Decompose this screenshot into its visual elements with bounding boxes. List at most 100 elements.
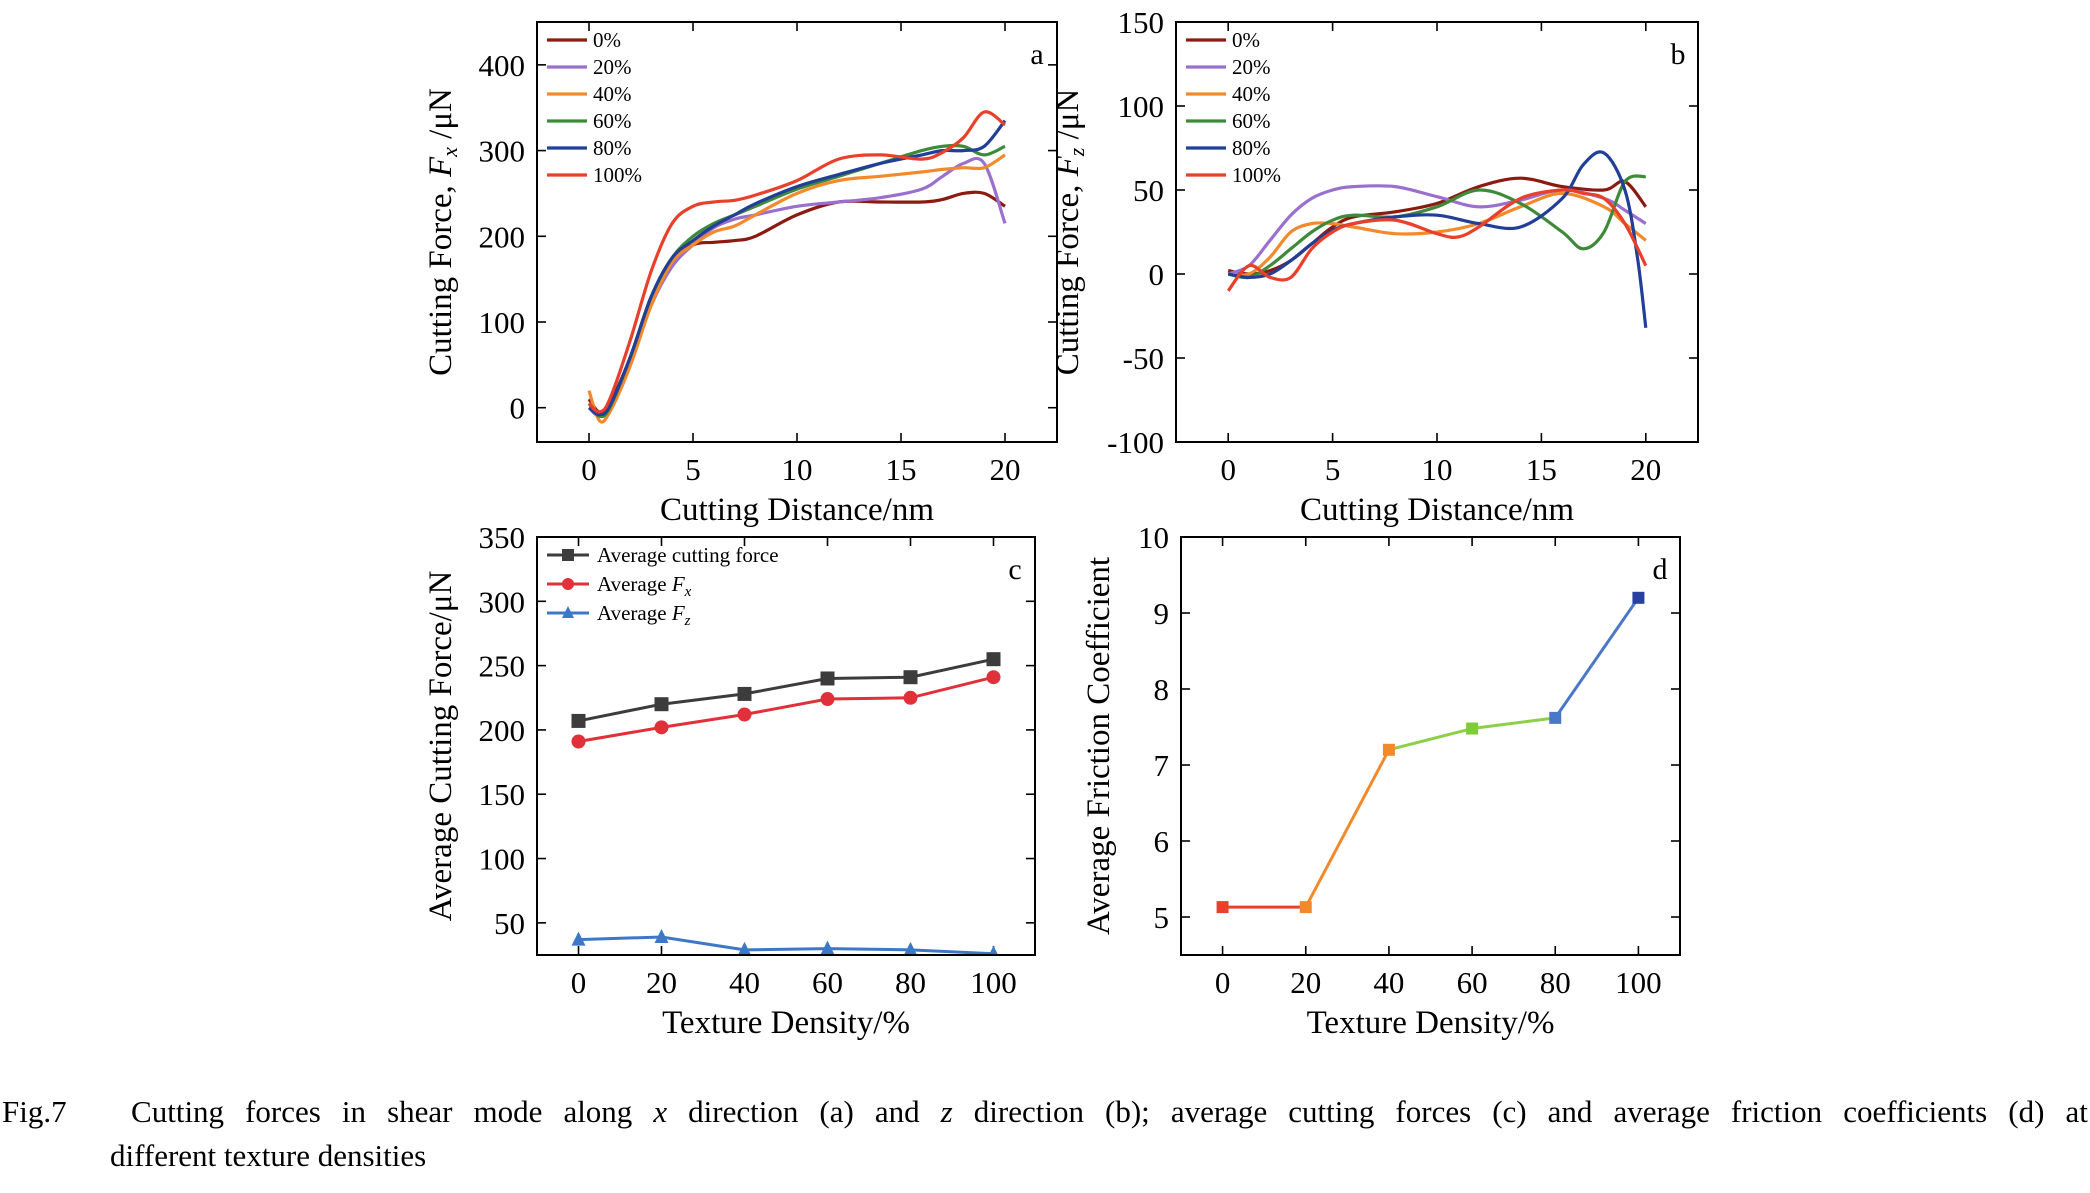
y-tick-label: 8 [1154, 672, 1170, 707]
data-point [1382, 743, 1395, 756]
series-line-0pct [1227, 176, 1648, 276]
legend-label: 20% [1232, 55, 1271, 79]
series-segment [1304, 749, 1391, 908]
caption-word: along [563, 1094, 633, 1129]
legend-label: 60% [593, 109, 632, 133]
data-point [820, 671, 835, 686]
y-tick-label: 300 [479, 584, 526, 619]
panel-label: b [1671, 38, 1686, 71]
series-line-0 [578, 657, 994, 723]
x-tick-label: 20 [646, 965, 677, 1000]
plot-area [571, 652, 1001, 955]
data-point [1466, 722, 1479, 735]
legend-label: 20% [593, 55, 632, 79]
x-tick-label: 40 [1373, 965, 1404, 1000]
y-tick-label: 400 [479, 48, 526, 83]
y-tick-label: 150 [1118, 5, 1165, 40]
y-tick-label: 10 [1138, 520, 1169, 555]
y-tick-label: 100 [1118, 89, 1165, 124]
data-point [654, 928, 669, 943]
panel-label: d [1653, 553, 1668, 586]
data-point [1632, 591, 1645, 604]
legend-label: 80% [593, 136, 632, 160]
panel-label: a [1030, 38, 1043, 71]
data-point [654, 697, 669, 712]
x-axis-label: Texture Density/% [662, 1005, 910, 1041]
y-tick-label: 6 [1154, 824, 1170, 859]
data-point [571, 713, 586, 728]
data-point [1299, 901, 1312, 914]
y-tick-label: 250 [479, 649, 526, 684]
series-line-40pct [1228, 191, 1647, 277]
y-tick-label: 200 [479, 219, 526, 254]
legend-label: 60% [1232, 109, 1271, 133]
series-line-20pct [587, 156, 1007, 418]
y-axis-label: Average Cutting Force/μN [423, 571, 459, 922]
caption-word: average [1613, 1094, 1710, 1129]
y-tick-label: 5 [1154, 900, 1170, 935]
y-tick-label: 0 [1149, 257, 1165, 292]
caption-word: (d) [2008, 1094, 2045, 1129]
y-tick-label: -100 [1107, 425, 1164, 460]
plot-area [1216, 591, 1645, 914]
data-point [571, 931, 586, 946]
data-point [988, 945, 999, 955]
x-tick-label: 100 [1615, 965, 1662, 1000]
x-tick-label: 10 [1422, 452, 1453, 487]
data-point [903, 941, 918, 955]
caption-word: forces [1395, 1094, 1472, 1129]
data-point [737, 686, 752, 701]
panel-label: c [1008, 553, 1021, 586]
plot-frame [536, 21, 1058, 443]
y-tick-label: 150 [479, 777, 526, 812]
caption-word: (b); [1105, 1094, 1150, 1129]
data-point [986, 652, 1001, 667]
y-axis-label: Cutting Force, Fz /μN [1050, 89, 1089, 376]
legend-label: 0% [593, 28, 621, 52]
legend-label: 0% [1232, 28, 1260, 52]
x-axis-label: Texture Density/% [1307, 1005, 1555, 1041]
x-tick-label: 20 [1630, 452, 1661, 487]
plot-frame [536, 536, 1036, 956]
x-tick-label: 0 [1215, 965, 1231, 1000]
y-axis-label: Cutting Force, Fx /μN [423, 88, 462, 376]
caption-word: mode [473, 1094, 543, 1129]
caption-word: (a) [819, 1094, 854, 1129]
data-point [562, 578, 574, 590]
caption-line-2: different texture densities [110, 1138, 427, 1173]
caption-word: direction [973, 1094, 1084, 1129]
legend-label: Average Fx [597, 572, 692, 600]
y-tick-label: 9 [1154, 596, 1170, 631]
y-tick-label: 0 [510, 391, 526, 426]
x-tick-label: 20 [1290, 965, 1321, 1000]
y-tick-label: 300 [479, 134, 526, 169]
data-point [737, 707, 752, 722]
series-line-80pct [1227, 150, 1648, 328]
caption-word: shear [387, 1094, 453, 1129]
y-tick-label: 200 [479, 713, 526, 748]
figure-caption: Fig.7 Cutting forces in shear mode along x direc… [2, 1090, 2088, 1178]
caption-word: in [341, 1094, 367, 1129]
x-tick-label: 15 [886, 452, 917, 487]
x-tick-label: 0 [581, 452, 597, 487]
data-point [903, 690, 918, 705]
chart-panel-b: 0 5 10 15 20 -100 -50 0 50 100 150 Cutting Distance… [1050, 5, 1699, 528]
caption-word: and [1547, 1094, 1593, 1129]
legend-label: Average cutting force [597, 543, 779, 567]
caption-word: coefficients [1843, 1094, 1988, 1129]
x-tick-label: 40 [729, 965, 760, 1000]
y-tick-label: 50 [494, 906, 525, 941]
plot-frame [1175, 21, 1699, 443]
x-tick-label: 15 [1526, 452, 1557, 487]
chart-panel-d: 0 20 40 60 80 100 5 6 7 8 9 10 Texture Density/% Aver… [1081, 520, 1681, 1041]
x-tick-label: 60 [812, 965, 843, 1000]
x-axis-label: Cutting Distance/nm [1300, 492, 1574, 528]
x-tick-label: 5 [1325, 452, 1341, 487]
caption-word: at [2065, 1094, 2088, 1129]
caption-word: direction [688, 1094, 799, 1129]
series-segment [1554, 596, 1640, 719]
caption-figure-label: Fig.7 [2, 1094, 67, 1129]
data-point [1216, 901, 1229, 914]
caption-word: friction [1730, 1094, 1823, 1129]
x-axis-label: Cutting Distance/nm [660, 492, 934, 528]
